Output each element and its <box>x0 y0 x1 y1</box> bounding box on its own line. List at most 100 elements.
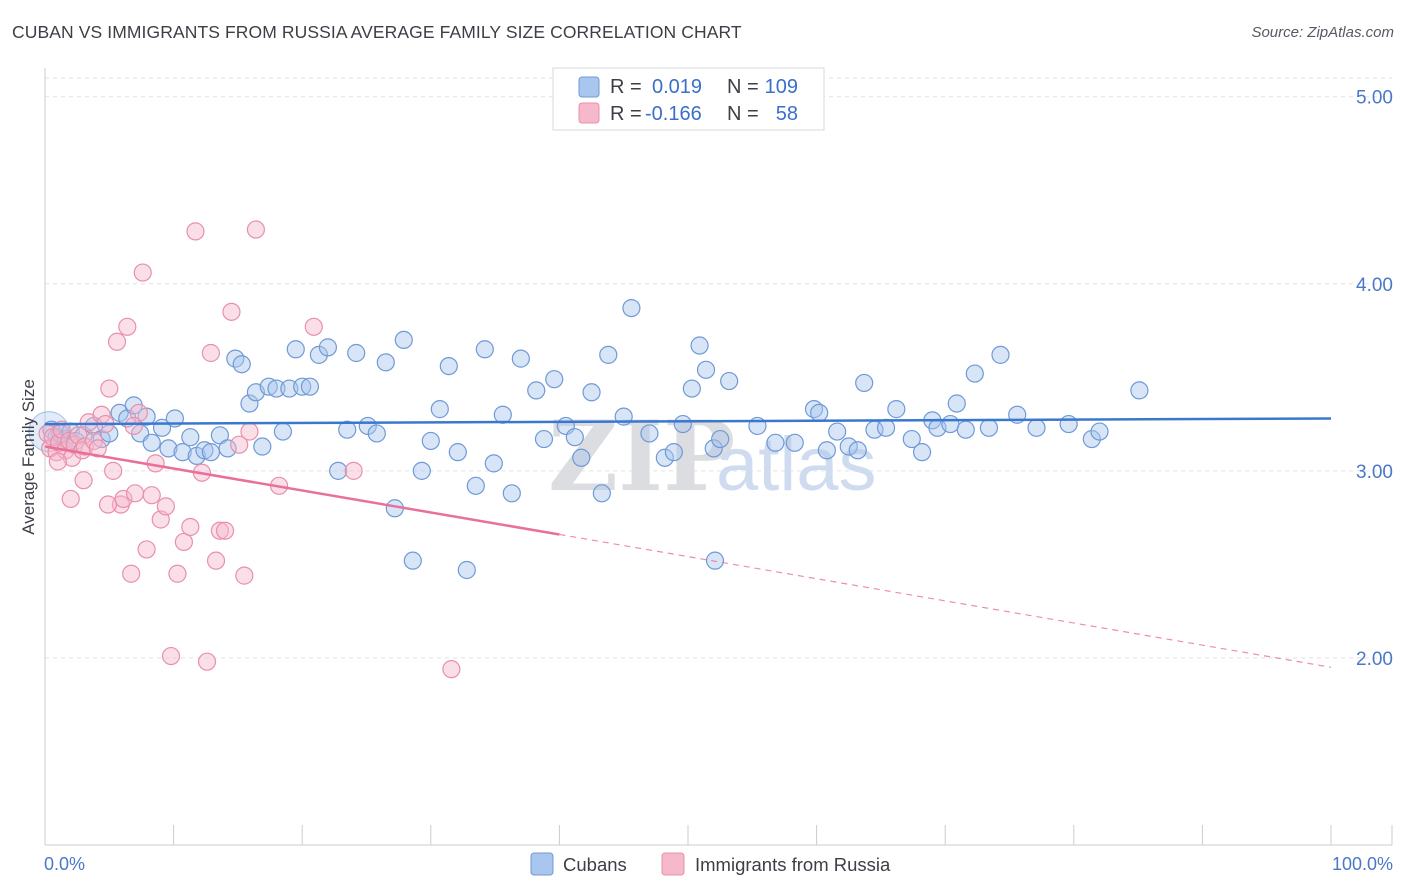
legend-r-value-2: -0.166 <box>645 103 702 125</box>
russia-point <box>107 332 127 351</box>
cubans-point <box>502 484 521 503</box>
chart-title: CUBAN VS IMMIGRANTS FROM RUSSIA AVERAGE … <box>12 22 742 42</box>
cubans-point <box>338 420 357 439</box>
cubans-point <box>855 373 874 393</box>
legend-n-value-2: 58 <box>776 103 798 125</box>
cubans-point <box>484 454 503 473</box>
cubans-point <box>941 414 960 434</box>
cubans-point <box>273 422 293 441</box>
cubans-point <box>511 349 530 368</box>
legend-r-value-1: 0.019 <box>652 76 702 98</box>
cubans-point <box>329 461 348 480</box>
cubans-point <box>439 356 458 376</box>
cubans-point <box>655 448 674 467</box>
russia-point <box>230 435 249 454</box>
y-tick-label: 4.00 <box>1356 275 1393 296</box>
russia-point <box>125 484 145 503</box>
cubans-point <box>785 433 804 452</box>
russia-point <box>88 439 107 458</box>
russia-point <box>201 343 220 363</box>
cubans-point <box>912 443 932 462</box>
cubans-point <box>956 420 975 439</box>
russia-point <box>181 517 200 537</box>
cubans-point <box>947 394 966 413</box>
watermark-atlas: atlas <box>716 422 877 507</box>
cubans-point <box>682 379 701 398</box>
russia-point <box>161 646 181 666</box>
cubans-point <box>527 381 546 400</box>
russia-point <box>174 532 193 552</box>
cubans-point <box>1059 414 1078 434</box>
cubans-point <box>286 340 305 359</box>
russia-point <box>142 486 161 505</box>
russia-point <box>61 489 80 509</box>
cubans-point <box>1130 381 1149 400</box>
axes <box>44 68 1393 846</box>
cubans-point <box>673 414 692 434</box>
russia-point <box>240 422 259 441</box>
cubans-point <box>159 439 178 458</box>
cubans-point <box>599 345 618 364</box>
series-legend: Cubans Immigrants from Russia <box>530 852 891 876</box>
cubans-point <box>704 439 723 458</box>
legend-n-label-1: N = <box>727 76 759 98</box>
cubans-swatch <box>578 76 600 98</box>
russia-point <box>206 551 226 570</box>
russia-point <box>197 652 217 671</box>
russia-trend-line <box>44 445 560 536</box>
russia-point <box>235 566 254 585</box>
cubans-point <box>240 394 259 413</box>
cubans-point <box>1082 429 1101 449</box>
russia-point <box>186 222 205 241</box>
cubans-point <box>181 428 200 447</box>
russia-point <box>168 564 187 583</box>
legend-cubans-label: Cubans <box>563 854 627 875</box>
cubans-point <box>195 441 214 460</box>
russia-point <box>246 220 266 239</box>
cubans-point <box>640 424 659 443</box>
cubans-point <box>810 403 829 422</box>
cubans-point <box>979 418 999 437</box>
cubans-point <box>1090 422 1109 441</box>
russia-point <box>133 263 152 282</box>
russia-trend-line-extension <box>559 533 1332 668</box>
cubans-trend-line <box>44 417 1332 426</box>
y-axis-label: Average Family Size <box>19 379 38 535</box>
cubans-point <box>457 560 476 580</box>
cubans-point <box>696 360 716 379</box>
cubans-point <box>466 476 485 495</box>
cubans-point <box>545 370 564 389</box>
russia-point <box>215 521 235 540</box>
cubans-point <box>403 551 422 570</box>
cubans-point <box>394 330 413 350</box>
x-tick-label-end: 100.0% <box>1332 854 1393 874</box>
cubans-point <box>592 484 611 503</box>
legend-r-label-2: R = <box>610 103 642 125</box>
stats-legend: R = 0.019 N = 109 R = -0.166 N = 58 <box>552 67 825 131</box>
russia-point <box>98 495 118 514</box>
russia-point <box>104 461 123 480</box>
trend-lines <box>44 417 1332 668</box>
cubans-point <box>475 340 494 359</box>
cubans-point <box>253 437 272 456</box>
cubans-point <box>218 439 237 458</box>
cubans-point <box>300 377 320 396</box>
russia-point <box>344 461 363 480</box>
legend-russia-swatch <box>661 852 685 876</box>
russia-point <box>48 452 67 471</box>
watermark-zip: ZIP <box>548 400 735 513</box>
cubans-point <box>965 364 984 383</box>
cubans-point <box>376 353 395 372</box>
cubans-point <box>421 431 440 451</box>
cubans-point <box>448 443 467 462</box>
cubans-point <box>887 400 906 419</box>
cubans-point <box>534 429 554 449</box>
russia-point <box>122 564 141 583</box>
y-tick-label: 5.00 <box>1356 88 1393 109</box>
x-tick-labels: 0.0% 100.0% <box>44 854 1393 874</box>
cubans-point <box>347 343 366 363</box>
cubans-point <box>430 400 449 419</box>
russia-point <box>210 521 229 540</box>
legend-cubans-swatch <box>530 852 554 876</box>
